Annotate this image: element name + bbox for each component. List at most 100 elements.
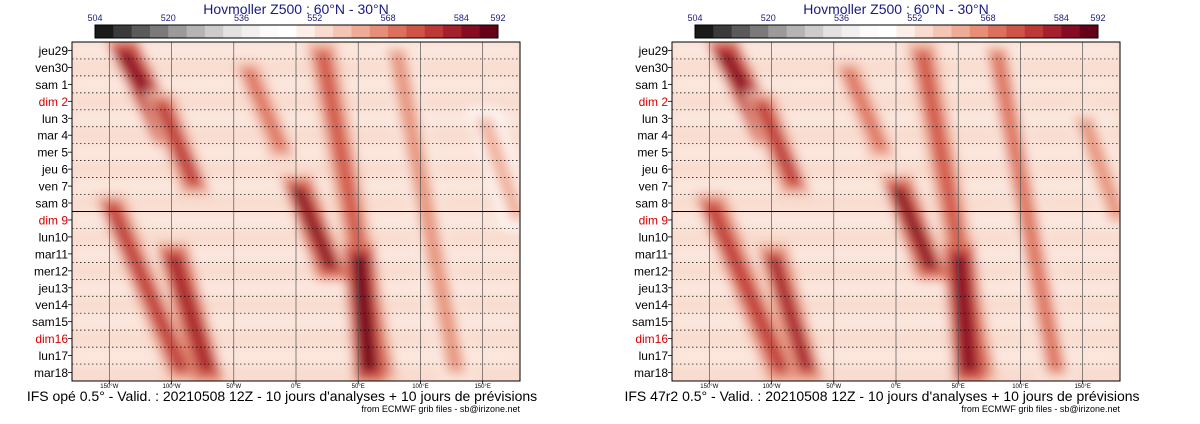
colorbar-swatch — [168, 25, 187, 38]
y-tick-label: mar18 — [34, 366, 68, 380]
colorbar-swatch — [333, 25, 352, 38]
ridge-shape — [477, 120, 520, 219]
colorbar-swatch — [841, 25, 861, 38]
plot-area — [671, 41, 1121, 382]
x-tick-label: 0°E — [891, 384, 901, 390]
colorbar-tick-label: 520 — [161, 13, 176, 23]
y-tick-label: jeu29 — [638, 44, 669, 58]
y-tick-label: jeu 6 — [41, 163, 68, 177]
colorbar-swatch — [695, 25, 714, 38]
y-tick-label: sam15 — [632, 315, 668, 329]
chart-credit: from ECMWF grib files - sb@irizone.net — [961, 404, 1120, 414]
y-tick-label: dim 9 — [639, 213, 669, 227]
chart-footer: IFS 47r2 0.5° - Valid. : 20210508 12Z - … — [624, 388, 1139, 404]
colorbar-tick-label: 592 — [490, 13, 505, 23]
ridge-shape — [703, 204, 790, 371]
y-tick-label: jeu 6 — [641, 163, 668, 177]
colorbar-swatch — [479, 25, 499, 38]
y-tick-label: sam 1 — [35, 78, 68, 92]
hovmoller-panel-left: Hovmoller Z500 : 60°N - 30°N 504 520 536 552… — [27, 1, 537, 414]
colorbar-swatch — [914, 25, 934, 38]
y-tick-label: lun17 — [639, 349, 669, 363]
x-tick-label: 150°W — [700, 384, 718, 390]
colorbar-swatch — [768, 25, 787, 38]
y-tick-label: sam 1 — [635, 78, 668, 92]
ridge-shape — [165, 255, 215, 371]
y-tick-label: mar18 — [634, 366, 668, 380]
colorbar-swatch — [951, 25, 971, 38]
y-tick-label: ven30 — [635, 61, 668, 75]
colorbar-swatch — [878, 25, 897, 38]
x-tick-label: 150°E — [1074, 384, 1090, 390]
colorbar-tick-label: 504 — [687, 13, 702, 23]
y-tick-label: ven14 — [635, 298, 668, 312]
y-tick-label: mar 4 — [637, 129, 668, 143]
colorbar-swatch — [1006, 25, 1026, 38]
y-tick-label: ven 7 — [639, 180, 669, 194]
colorbar-tick-label: 584 — [454, 13, 469, 23]
y-tick-label: lun10 — [639, 230, 669, 244]
colorbar-tick-label: 520 — [761, 13, 776, 23]
colorbar-tick-label: 504 — [87, 13, 102, 23]
grid — [72, 42, 520, 381]
x-tick-label: 100°E — [412, 384, 428, 390]
colorbar-swatch — [823, 25, 842, 38]
y-tick-label: lun17 — [39, 349, 69, 363]
x-tick-label: 50°E — [352, 384, 365, 390]
x-tick-label: 100°W — [163, 384, 181, 390]
colorbar-swatch — [241, 25, 261, 38]
y-tick-label: mer 5 — [637, 146, 668, 160]
ridge-shape — [765, 255, 815, 371]
colorbar-swatch — [804, 25, 824, 38]
hovmoller-chart-left: Hovmoller Z500 : 60°N - 30°N 504 520 536 552… — [27, 1, 537, 414]
colorbar-swatch — [314, 25, 334, 38]
colorbar-tick-label: 552 — [307, 13, 322, 23]
y-tick-label: ven 7 — [39, 180, 69, 194]
colorbar-swatch — [223, 25, 242, 38]
x-axis: 150°W 100°W 50°W 0°E 50°E 100°E 150°E — [700, 381, 1091, 390]
colorbar-swatch — [1061, 25, 1081, 38]
y-axis: jeu29 ven30 sam 1 dim 2 lun 3 mar 4 mer 5 jeu 6… — [632, 44, 672, 380]
colorbar-swatch — [1024, 25, 1044, 38]
colorbar-swatch — [713, 25, 733, 38]
x-tick-label: 50°W — [826, 384, 841, 390]
y-tick-label: jeu13 — [38, 281, 69, 295]
y-tick-label: mar11 — [635, 247, 668, 261]
y-tick-label: dim16 — [35, 332, 68, 346]
hovmoller-panel-right: Hovmoller Z500 : 60°N - 30°N 504 520 536 552… — [600, 0, 1200, 424]
x-tick-label: 150°E — [474, 384, 490, 390]
colorbar-swatch — [388, 25, 407, 38]
chart-footer: IFS opé 0.5° - Valid. : 20210508 12Z - 1… — [27, 388, 537, 404]
colorbar-swatch — [969, 25, 989, 38]
y-tick-label: ven30 — [35, 61, 68, 75]
colorbar-swatch — [296, 25, 316, 38]
colorbar-swatch — [131, 25, 151, 38]
y-tick-label: dim 2 — [639, 95, 669, 109]
colorbar-swatch — [988, 25, 1007, 38]
colorbar-swatch — [95, 25, 114, 38]
x-tick-label: 100°W — [763, 384, 781, 390]
y-tick-label: mar 4 — [37, 129, 68, 143]
x-tick-label: 100°E — [1012, 384, 1028, 390]
colorbar-tick-label: 584 — [1054, 13, 1069, 23]
chart-title: Hovmoller Z500 : 60°N - 30°N — [203, 1, 389, 17]
colorbar: 504 520 536 552 568 584 592 — [87, 13, 506, 39]
chart-credit: from ECMWF grib files - sb@irizone.net — [361, 404, 520, 414]
hovmoller-chart-right: Hovmoller Z500 : 60°N - 30°N 504 520 536 552… — [624, 1, 1139, 414]
colorbar-tick-label: 592 — [1090, 13, 1105, 23]
colorbar-swatch — [443, 25, 462, 38]
colorbar-swatch — [113, 25, 133, 38]
colorbar-swatch — [351, 25, 371, 38]
colorbar-swatch — [259, 25, 279, 38]
colorbar-tick-label: 536 — [234, 13, 249, 23]
ridge-shape — [753, 103, 803, 185]
y-tick-label: lun 3 — [642, 112, 668, 126]
y-tick-label: lun10 — [39, 230, 69, 244]
plot-area — [71, 41, 521, 382]
colorbar-swatch — [424, 25, 444, 38]
ridge-shape — [1077, 120, 1120, 219]
colorbar-frame — [94, 24, 499, 39]
colorbar-swatch — [749, 25, 769, 38]
colorbar-tick-label: 552 — [907, 13, 922, 23]
y-tick-label: mer 5 — [37, 146, 68, 160]
